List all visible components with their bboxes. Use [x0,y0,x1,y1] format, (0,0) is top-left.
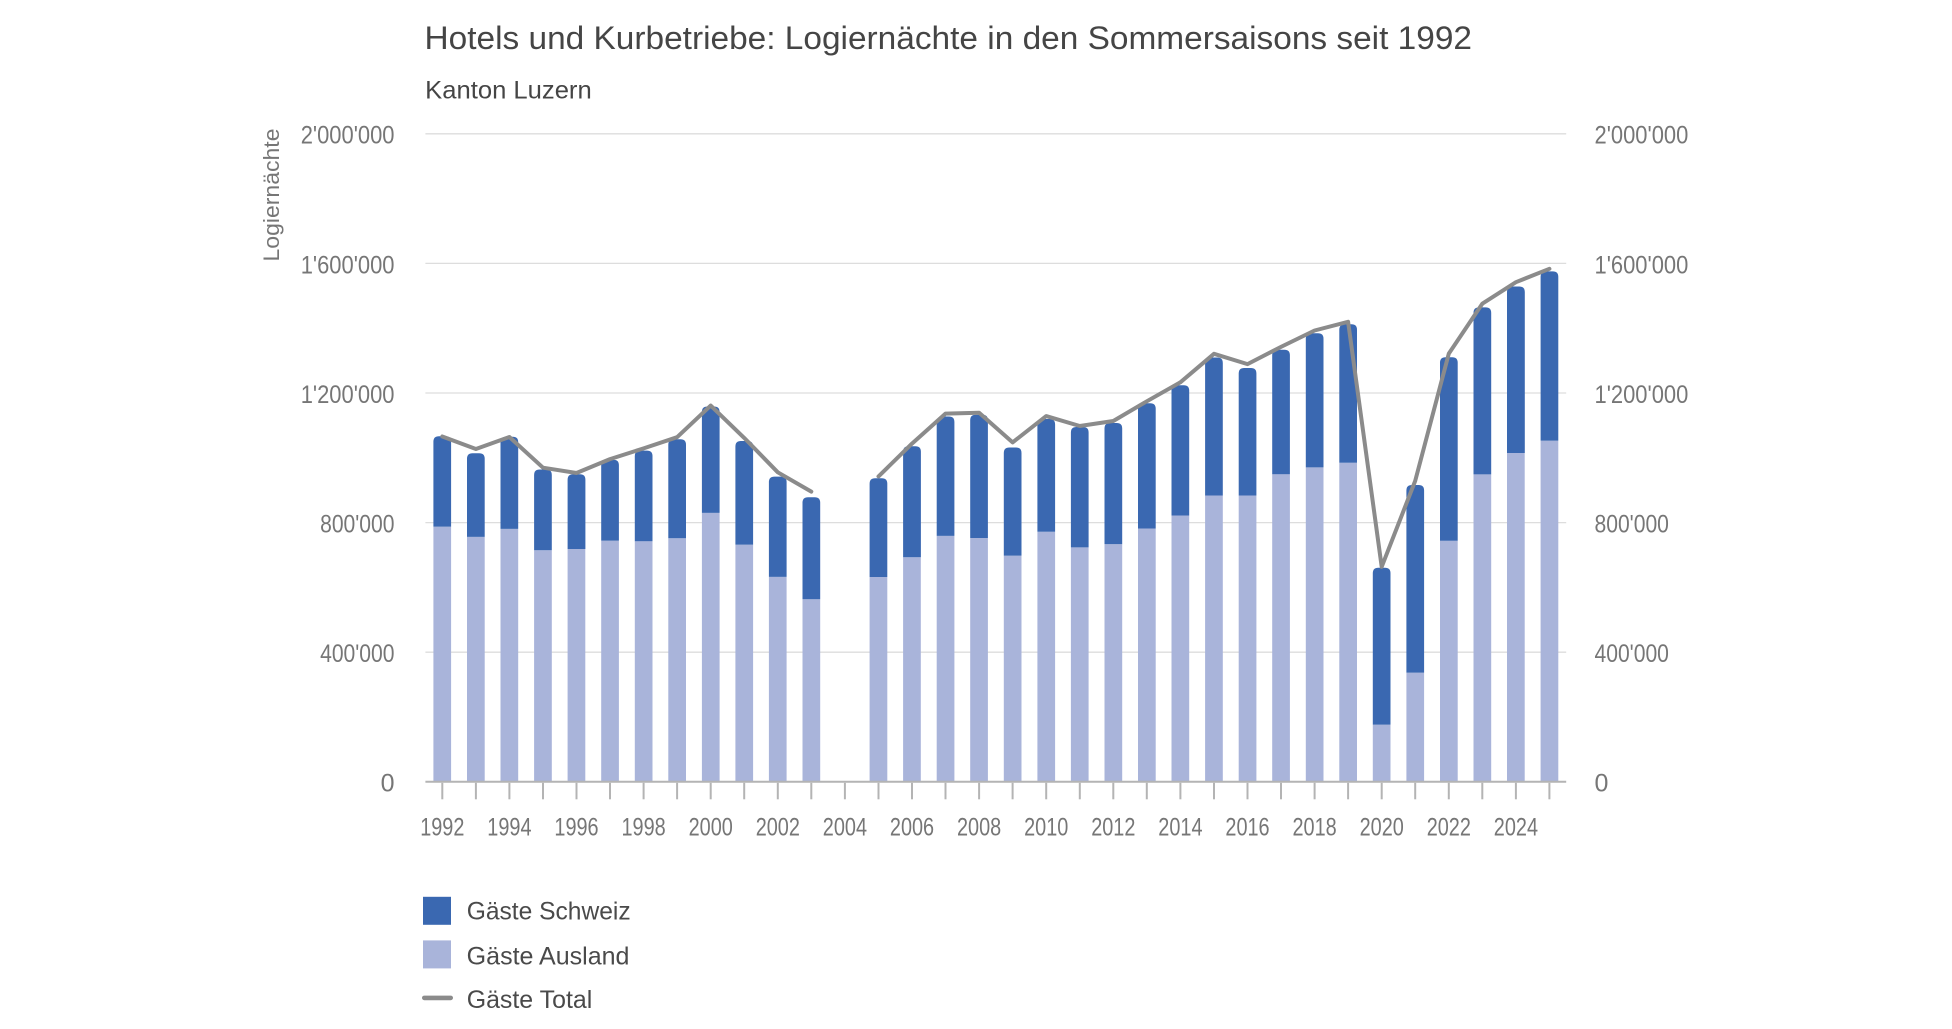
svg-text:400'000: 400'000 [320,640,394,668]
svg-text:2000: 2000 [689,813,733,841]
svg-text:1992: 1992 [420,813,464,841]
svg-text:2014: 2014 [1158,813,1202,841]
svg-text:0: 0 [1595,770,1609,798]
svg-text:800'000: 800'000 [1595,511,1669,539]
svg-text:Kanton Luzern: Kanton Luzern [425,77,592,105]
svg-text:2010: 2010 [1024,813,1068,841]
svg-text:1998: 1998 [622,813,666,841]
svg-text:Gäste Ausland: Gäste Ausland [467,942,630,970]
svg-text:Gäste Schweiz: Gäste Schweiz [467,898,631,926]
svg-text:2012: 2012 [1091,813,1135,841]
svg-text:2008: 2008 [957,813,1001,841]
svg-text:800'000: 800'000 [320,511,394,539]
svg-text:2016: 2016 [1225,813,1269,841]
svg-text:2'000'000: 2'000'000 [301,122,395,150]
svg-text:2002: 2002 [756,813,800,841]
svg-text:2020: 2020 [1360,813,1404,841]
svg-text:2022: 2022 [1427,813,1471,841]
svg-text:1994: 1994 [487,813,531,841]
svg-text:2018: 2018 [1293,813,1337,841]
svg-text:2024: 2024 [1494,813,1538,841]
svg-text:1'200'000: 1'200'000 [301,381,395,409]
svg-text:1996: 1996 [554,813,598,841]
svg-text:2006: 2006 [890,813,934,841]
svg-text:1'600'000: 1'600'000 [1595,251,1689,279]
svg-text:2004: 2004 [823,813,867,841]
svg-text:400'000: 400'000 [1595,640,1669,668]
svg-text:1'200'000: 1'200'000 [1595,381,1689,409]
svg-text:Gäste Total: Gäste Total [467,986,593,1014]
svg-text:0: 0 [381,770,395,798]
svg-text:1'600'000: 1'600'000 [301,251,395,279]
svg-text:Hotels und Kurbetriebe: Logier: Hotels und Kurbetriebe: Logiernächte in … [425,20,1473,56]
svg-text:Logiernächte: Logiernächte [259,129,284,262]
svg-text:2'000'000: 2'000'000 [1595,122,1689,150]
